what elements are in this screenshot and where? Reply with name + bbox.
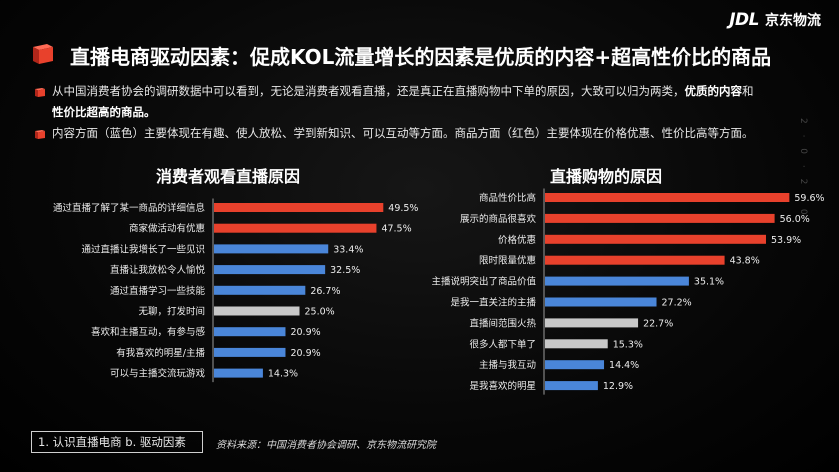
bullet-text-1: 从中国消费者协会的调研数据中可以看到，无论是消费者观看直播，还是真正在直播购物中… — [52, 81, 822, 123]
chart-1-value-label: 32.5% — [330, 265, 360, 276]
chart-2-bar — [545, 255, 725, 265]
chart-1-value-label: 26.7% — [310, 286, 340, 297]
side-decoration: 2 · 0 · 2 · 0 — [798, 118, 808, 219]
chart-2-category-label: 是我一直关注的主播 — [450, 297, 536, 309]
jdl-logo: JDL 京东物流 — [729, 10, 821, 30]
bullet-1-bold: 优质的内容 — [684, 84, 743, 98]
chart-2-category-label: 主播说明突出了商品价值 — [431, 276, 536, 288]
chart-2-category-label: 很多人都下单了 — [469, 338, 536, 350]
chart-1-category-label: 直播让我放松令人愉悦 — [110, 264, 206, 276]
section-breadcrumb: 1. 认识直播电商 b. 驱动因素 — [31, 431, 203, 453]
chart-2-bar — [545, 318, 639, 328]
chart-1-bar — [214, 368, 263, 378]
logo-name: 京东物流 — [765, 13, 821, 29]
chart-1-value-label: 49.5% — [388, 203, 418, 214]
chart-1-title: 消费者观看直播原因 — [156, 167, 301, 186]
chart-2-value-label: 22.7% — [643, 318, 673, 329]
chart-1-category-label: 喜欢和主播互动，有参与感 — [91, 326, 206, 338]
chart-1-category-label: 通过直播学习一些技能 — [110, 285, 206, 297]
red-cube-icon — [35, 130, 45, 139]
chart-1-category-label: 通过直播让我增长了一些见识 — [81, 243, 205, 255]
chart-1-value-label: 33.4% — [333, 244, 363, 255]
chart-1-bar — [214, 223, 377, 233]
chart-2-title: 直播购物的原因 — [550, 167, 663, 186]
chart-2-bar — [545, 297, 657, 307]
bullet-text-2: 内容方面（蓝色）主要体现在有趣、使人放松、学到新知识、可以互动等方面。商品方面（… — [52, 126, 754, 140]
chart-2-category-label: 主播与我互动 — [479, 359, 536, 371]
chart-1-value-label: 20.9% — [290, 327, 320, 338]
chart-2-bar — [545, 381, 598, 391]
chart-2-bar — [545, 193, 790, 202]
chart-1-category-label: 商家做活动有优惠 — [129, 223, 205, 235]
chart-2-value-label: 43.8% — [730, 256, 760, 267]
chart-2-value-label: 35.1% — [694, 277, 724, 288]
chart-1-category-label: 通过直播了解了某一商品的详细信息 — [53, 202, 205, 214]
chart-2-category-label: 价格优惠 — [498, 234, 536, 246]
chart-2-bar — [545, 339, 608, 349]
chart-2-category-label: 商品性价比高 — [479, 192, 536, 204]
chart-2-value-label: 14.4% — [609, 360, 639, 371]
chart-2-value-label: 15.3% — [613, 339, 643, 350]
chart-2-category-label: 直播间范围火热 — [469, 317, 536, 329]
chart-1-category-label: 可以与主播交流玩游戏 — [110, 368, 206, 380]
bullet-1-plain: 从中国消费者协会的调研数据中可以看到，无论是消费者观看直播，还是真正在直播购物中… — [52, 84, 685, 98]
chart-2-value-label: 59.6% — [794, 193, 824, 204]
chart-1-value-label: 47.5% — [381, 224, 411, 235]
chart-1-bar — [214, 285, 306, 295]
page-title: 直播电商驱动因素：促成KOL流量增长的因素是优质的内容+超高性价比的商品 — [70, 45, 772, 69]
chart-1-value-label: 25.0% — [305, 307, 335, 318]
red-cube-icon — [33, 44, 53, 64]
chart-1-category-label: 无聊，打发时间 — [138, 306, 205, 318]
chart-1-bar — [214, 203, 384, 212]
chart-2-bar — [545, 276, 689, 286]
chart-2-value-label: 27.2% — [662, 298, 692, 309]
chart-2-category-label: 限时限量优惠 — [479, 255, 536, 267]
bullet-1-join: 和 — [742, 84, 754, 98]
chart-2-value-label: 53.9% — [771, 235, 801, 246]
bullet-1-bold2: 性价比超高的商品。 — [52, 105, 156, 119]
chart-1-bar — [214, 244, 329, 254]
chart-2-bar — [545, 360, 605, 370]
chart-2-category-label: 是我喜欢的明星 — [469, 380, 536, 392]
chart-2-value-label: 12.9% — [603, 381, 633, 392]
chart-1-bar — [214, 306, 300, 316]
chart-1-value-label: 20.9% — [290, 348, 320, 359]
chart-2-bar — [545, 234, 766, 244]
chart-2-category-label: 展示的商品很喜欢 — [460, 213, 537, 225]
chart-1-value-label: 14.3% — [268, 369, 298, 380]
source-note: 资料来源：中国消费者协会调研、京东物流研究院 — [216, 440, 436, 451]
logo-mark: JDL — [729, 10, 759, 30]
chart-2-bar — [545, 213, 775, 223]
red-cube-icon — [35, 88, 45, 97]
chart-1-bar — [214, 265, 326, 275]
chart-1-bar — [214, 347, 286, 357]
chart-1-bar — [214, 327, 286, 337]
chart-2-value-label: 56.0% — [780, 214, 810, 225]
chart-1-category-label: 有我喜欢的明星/主播 — [116, 347, 205, 359]
